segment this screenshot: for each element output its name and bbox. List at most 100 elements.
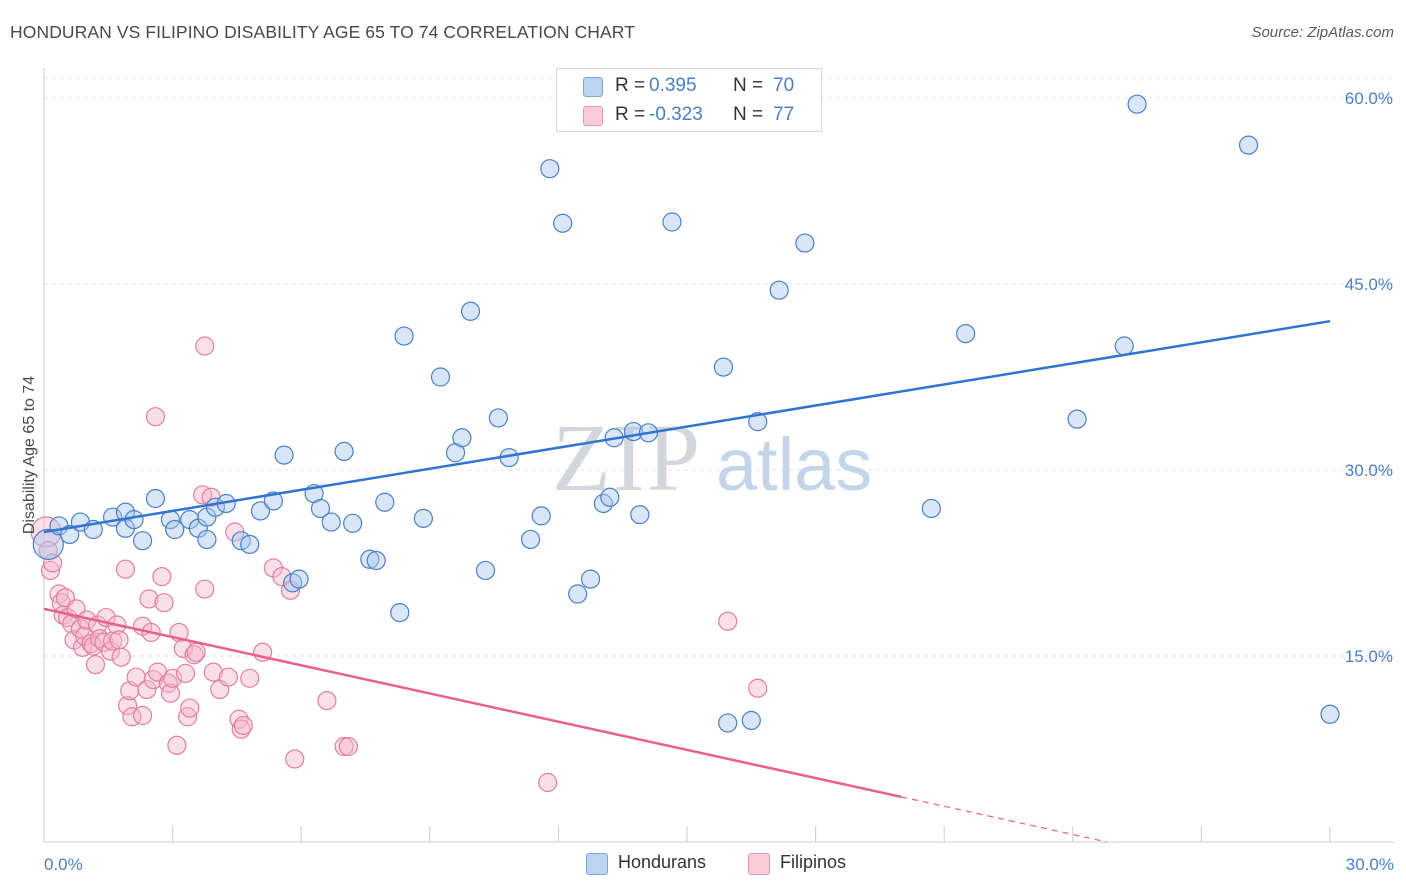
hondurans-point	[475, 560, 496, 581]
filipinos-point	[718, 611, 738, 631]
legend-n-label: N =	[733, 75, 764, 96]
legend-swatch-blue	[583, 77, 603, 97]
y-tick-label: 60.0%	[1345, 89, 1393, 108]
legend-r-value: 0.395	[649, 75, 697, 96]
hondurans-point	[310, 498, 331, 519]
hondurans-point	[540, 159, 560, 179]
filipinos-point	[240, 668, 260, 688]
watermark-atlas: atlas	[716, 423, 872, 506]
y-tick-label: 45.0%	[1345, 275, 1393, 294]
filipinos-point	[160, 683, 181, 703]
filipinos-point	[180, 698, 200, 718]
hondurans-point	[430, 367, 451, 387]
legend-swatch-pink	[583, 106, 603, 126]
legend-row-filipinos: R = -0.323 N = 77	[557, 100, 821, 130]
hondurans-point	[1127, 94, 1147, 114]
hondurans-point	[1114, 336, 1134, 356]
filipinos-point	[145, 407, 166, 427]
hondurans-point	[343, 513, 363, 533]
filipinos-point	[538, 772, 558, 793]
hondurans-point	[132, 531, 153, 551]
hondurans-point	[334, 441, 354, 461]
hondurans-point	[452, 428, 472, 448]
source-label: Source: ZipAtlas.com	[1251, 24, 1394, 41]
y-tick-label: 15.0%	[1345, 647, 1393, 666]
hondurans-point	[390, 602, 410, 623]
filipinos-point	[163, 668, 183, 688]
hondurans-point	[580, 569, 601, 589]
y-axis-label: Disability Age 65 to 74	[21, 376, 38, 534]
filipinos-point	[748, 678, 768, 698]
filipinos-point	[338, 736, 358, 757]
hondurans-point	[769, 280, 789, 300]
filipinos-point	[102, 631, 123, 651]
hondurans-point	[460, 301, 481, 321]
filipinos-trend-line	[43, 607, 902, 799]
filipinos-point	[132, 705, 153, 726]
hondurans-point	[630, 505, 650, 525]
hondurans-point	[263, 491, 283, 511]
watermark-zip: ZIP	[552, 404, 702, 511]
hondurans-point	[741, 710, 761, 731]
x-ticks	[43, 826, 1331, 842]
hondurans-point	[600, 487, 620, 507]
filipinos-point	[109, 630, 129, 650]
filipinos-trend-extrapolation	[901, 796, 1108, 843]
filipinos-point	[195, 336, 215, 356]
hondurans-point	[553, 213, 573, 233]
filipinos-point	[285, 749, 305, 769]
hondurans-point	[520, 529, 541, 550]
hondurans-point	[32, 528, 64, 561]
filipinos-point	[152, 567, 172, 587]
filipinos-point	[137, 679, 157, 700]
hondurans-point	[662, 212, 682, 232]
hondurans-point	[1238, 135, 1259, 155]
watermark: ZIP atlas	[552, 404, 872, 511]
hondurans-point	[289, 569, 309, 589]
y-tick-label: 30.0%	[1345, 461, 1393, 480]
hondurans-point	[1067, 409, 1087, 429]
filipinos-points	[30, 336, 768, 793]
x-tick-label-min: 0.0%	[44, 855, 83, 874]
filipinos-point	[85, 655, 106, 675]
y-tick-labels: 15.0% 30.0% 45.0% 60.0%	[1345, 89, 1393, 666]
filipinos-point	[233, 715, 253, 736]
hondurans-point	[321, 512, 341, 532]
hondurans-point	[413, 508, 433, 528]
hondurans-point	[197, 529, 217, 550]
filipinos-point	[115, 559, 136, 579]
hondurans-point	[250, 501, 271, 521]
filipinos-point	[111, 647, 131, 667]
hondurans-point	[568, 584, 588, 604]
legend-row-hondurans: R = 0.395 N = 70	[557, 71, 821, 101]
hondurans-point	[360, 549, 380, 569]
hondurans-trend-line	[43, 319, 1331, 534]
legend-r-value: -0.323	[649, 104, 703, 125]
hondurans-point	[921, 498, 941, 519]
hondurans-point	[124, 509, 144, 530]
hondurans-point	[375, 492, 395, 512]
hondurans-point	[488, 408, 508, 428]
filipinos-point	[42, 553, 63, 573]
hondurans-point	[531, 506, 551, 526]
filipinos-point	[139, 589, 159, 609]
filipinos-point	[218, 667, 238, 687]
hondurans-point	[274, 445, 294, 465]
filipinos-swatch	[748, 853, 770, 875]
filipinos-point	[167, 735, 187, 755]
trend-lines	[43, 319, 1331, 843]
filipinos-point	[203, 662, 223, 682]
legend-n-label: N =	[733, 104, 764, 125]
axes	[43, 68, 1394, 843]
filipinos-point	[317, 691, 337, 711]
filipinos-point	[40, 560, 61, 581]
hondurans-point	[394, 326, 414, 346]
filipinos-point	[184, 645, 204, 665]
filipinos-point	[175, 663, 196, 683]
correlation-legend: R = 0.395 N = 70 R = -0.323 N = 77	[556, 68, 822, 132]
hondurans-point	[713, 357, 734, 377]
chart-title: HONDURAN VS FILIPINO DISABILITY AGE 65 T…	[10, 22, 636, 42]
hondurans-point	[748, 412, 768, 432]
x-tick-label-max: 30.0%	[1346, 855, 1394, 874]
